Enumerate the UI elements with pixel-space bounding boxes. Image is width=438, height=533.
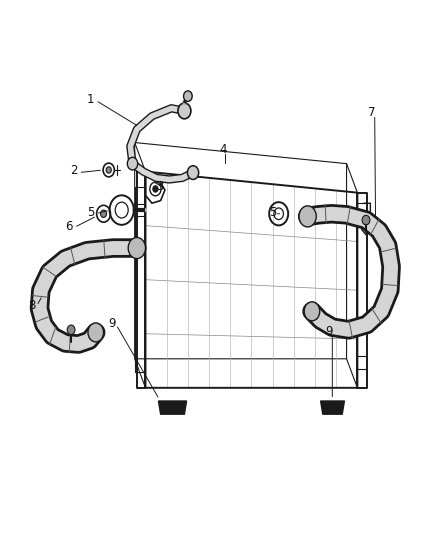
Circle shape	[106, 167, 111, 173]
Text: 8: 8	[29, 298, 36, 312]
Circle shape	[184, 91, 192, 101]
Text: 1: 1	[87, 93, 95, 106]
Circle shape	[304, 302, 320, 321]
Circle shape	[362, 215, 370, 225]
Text: 9: 9	[109, 317, 116, 330]
Text: 4: 4	[219, 143, 226, 156]
Circle shape	[187, 166, 199, 180]
Text: 6: 6	[66, 220, 73, 232]
Text: 7: 7	[368, 106, 376, 119]
Circle shape	[100, 210, 106, 217]
Circle shape	[128, 238, 145, 259]
Circle shape	[153, 186, 158, 192]
Polygon shape	[159, 401, 187, 414]
Circle shape	[127, 157, 138, 170]
Text: 5: 5	[269, 206, 276, 220]
Text: 2: 2	[70, 164, 77, 177]
Text: 9: 9	[325, 325, 332, 338]
Circle shape	[178, 103, 191, 119]
Polygon shape	[321, 401, 344, 414]
Circle shape	[67, 325, 75, 335]
Circle shape	[299, 206, 316, 227]
Text: 5: 5	[87, 206, 95, 220]
Text: 3: 3	[156, 180, 164, 193]
Circle shape	[88, 323, 103, 342]
